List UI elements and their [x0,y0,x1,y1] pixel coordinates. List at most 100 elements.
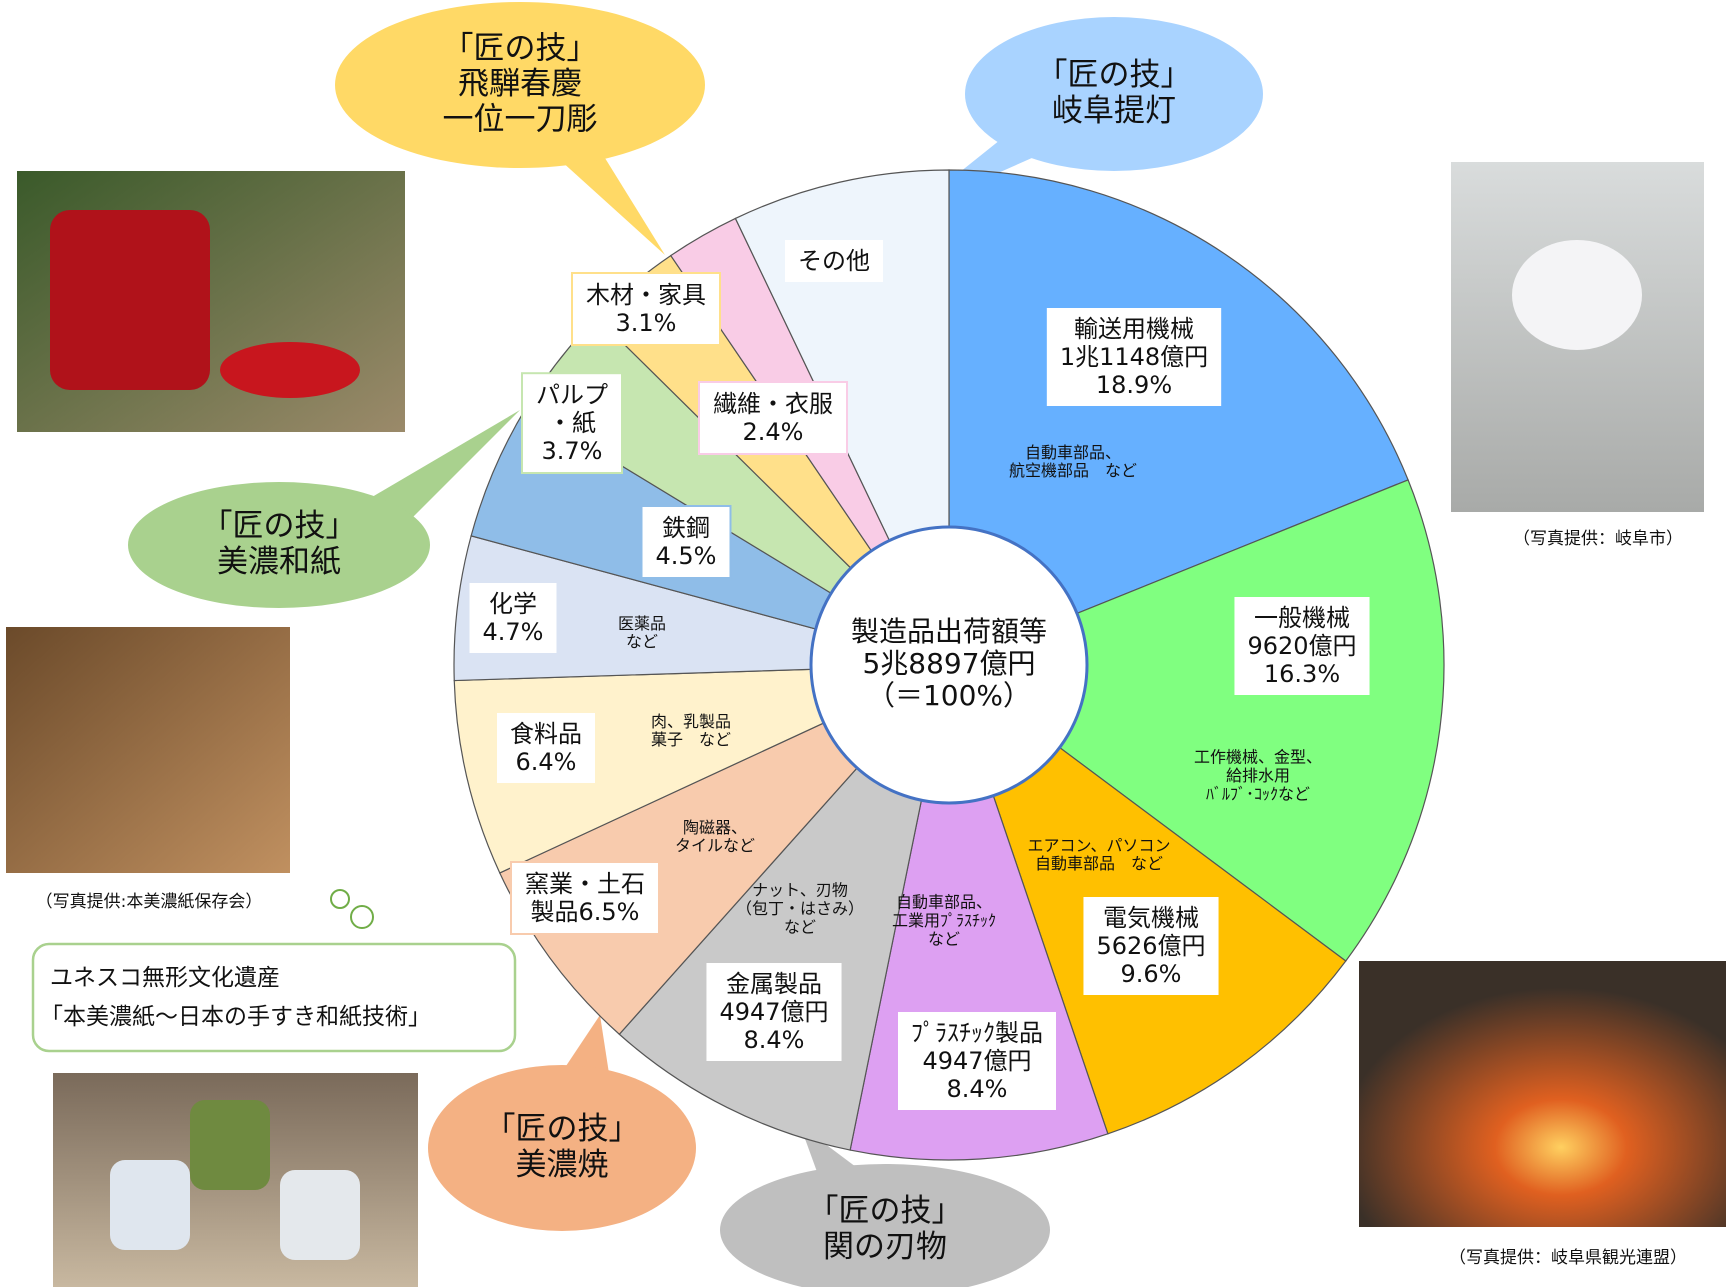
label-text: 4.5% [656,542,717,570]
callout-tail [350,410,520,530]
photo-credit: （写真提供：岐阜県観光連盟） [1449,1248,1687,1268]
label-text: 一般機械 [1254,604,1350,632]
label-text: 2.4% [743,418,804,446]
label-box [1232,595,1372,697]
slice-note: 自動車部品、工業用ﾌﾟﾗｽﾁｯｸなど [892,892,996,948]
thought-dot [330,889,350,909]
label-text: 4947億円 [922,1047,1031,1075]
label-box [1081,895,1221,997]
slice-label: 木材・家具3.1% [571,272,721,346]
callout-shapes [31,2,1263,1287]
callout-text: 「匠の技」美濃焼 [485,1111,640,1183]
texts: 「匠の技」飛騨春慶一位一刀彫 「匠の技」岐阜提灯 「匠の技」美濃和紙 「匠の技」… [36,30,1687,1268]
label-text: 輸送用機械 [1074,315,1194,343]
label-text: 1兆1148億円 [1060,343,1208,371]
callout-bubble [335,2,705,168]
label-text: 18.9% [1096,371,1172,399]
label-text: 9620億円 [1247,632,1356,660]
label-text: 食料品 [510,720,582,748]
pie-slice [498,664,950,1036]
slice-note: 自動車部品、航空機部品 など [1009,442,1137,479]
slice-label: その他 [783,238,885,284]
callout-text: 「匠の技」美濃和紙 [202,508,357,580]
photo-credit: （写真提供：岐阜市） [1513,529,1683,549]
slice-label: 鉄鋼4.5% [640,505,732,579]
label-text: 6.4% [516,748,577,776]
label-text: パルプ・紙 [536,381,608,437]
callout-bubble [720,1164,1050,1287]
label-text: 4947億円 [719,998,828,1026]
photo-cup [190,1100,270,1190]
photo-lacquer-box [50,210,210,390]
label-box [640,505,732,579]
pie: 製造品出荷額等 5兆8897億円（＝100%） 自動車部品、航空機部品 など工作機械… [453,169,1445,1161]
label-text: 化学 [489,590,537,618]
label-text: 9.6% [1121,960,1182,988]
label-text: 8.4% [947,1075,1008,1103]
photo-cup [280,1170,360,1260]
center-circle [809,525,1089,805]
slice-note: 医薬品など [618,613,666,650]
label-text: 3.1% [616,309,677,337]
callout-text: 「匠の技」関の刃物 [808,1193,963,1265]
label-box [896,1010,1058,1112]
pie-slice [948,169,1409,666]
photo-lantern-globe [1512,240,1642,350]
photos [6,162,1726,1287]
unesco-box [31,942,517,1053]
label-text: ﾌﾟﾗｽﾁｯｸ製品 [911,1019,1043,1047]
callout-text: 「匠の技」岐阜提灯 [1037,57,1192,129]
photo-lacquer-plate [220,342,360,398]
slice-label: 化学4.7% [467,581,559,655]
label-text: 16.3% [1264,660,1340,688]
thought-dot [350,905,374,929]
slice-note: ナット、刃物（包丁・はさみ）など [736,880,864,936]
callout-text: 「匠の技」飛騨春慶一位一刀彫 [443,30,598,137]
callout-bubble [428,1065,696,1231]
slice-label: パルプ・紙3.7% [521,372,623,474]
label-text: 鉄鋼 [662,514,710,542]
unesco-text: ユネスコ無形文化遺産 [50,965,280,991]
photo-swordsmith [1359,961,1726,1227]
label-text: 電気機械 [1103,904,1199,932]
callout-tail [560,1015,610,1080]
photo-credit: （写真提供:本美濃紙保存会） [36,892,263,912]
label-text: 4.7% [483,618,544,646]
slice-label: 繊維・衣服2.4% [698,381,848,455]
label-text: 繊維・衣服 [713,390,833,418]
label-box [1044,306,1224,408]
unesco-text: 「本美濃紙～日本の手すき和紙技術」 [40,1004,431,1030]
label-text: 3.7% [542,437,603,465]
label-box [704,961,844,1063]
slice-note: エアコン、パソコン自動車部品 など [1027,835,1170,872]
label-text: 金属製品 [726,970,822,998]
label-text: 5626億円 [1096,932,1205,960]
callout-tail [560,150,665,255]
label-text: その他 [798,247,870,275]
label-box [495,711,597,785]
slice-note: 肉、乳製品菓子 など [651,711,731,748]
label-box [467,581,559,655]
label-box [571,272,721,346]
center-label: 製造品出荷額等 5兆8897億円（＝100%） [851,615,1047,712]
label-box [783,238,885,284]
callout-bubble [128,482,430,608]
pie-slice [618,662,951,1151]
photo-paper-maker [6,627,290,873]
label-text: 8.4% [744,1026,805,1054]
slice-note: 陶磁器、タイルなど [675,817,755,854]
photo-cup [110,1160,190,1250]
slice-note: 工作機械、金型、給排水用ﾊﾞﾙﾌﾞ･ｺｯｸなど [1194,747,1322,803]
label-box [521,372,623,474]
callout-bubble [965,17,1263,171]
label-text: 木材・家具 [586,281,706,309]
label-box [510,861,660,935]
